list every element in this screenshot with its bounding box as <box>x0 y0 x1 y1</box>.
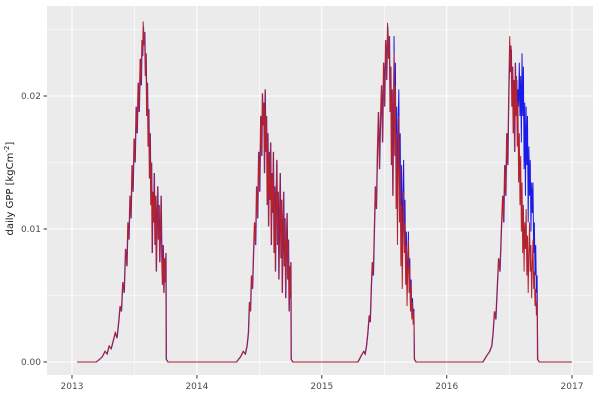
y-axis-title: daily GPP [kgCm-2] <box>3 142 16 236</box>
x-tick-label: 2016 <box>435 382 458 392</box>
y-tick-label: 0.02 <box>21 92 41 102</box>
y-tick-label: 0.01 <box>21 225 41 235</box>
x-tick-label: 2017 <box>561 382 584 392</box>
x-tick-label: 2014 <box>185 382 208 392</box>
x-tick-label: 2015 <box>310 382 333 392</box>
y-tick-label: 0.00 <box>21 358 41 368</box>
plot-panel <box>47 6 593 375</box>
x-tick-label: 2013 <box>61 382 84 392</box>
gpp-model-red-line <box>77 21 572 363</box>
